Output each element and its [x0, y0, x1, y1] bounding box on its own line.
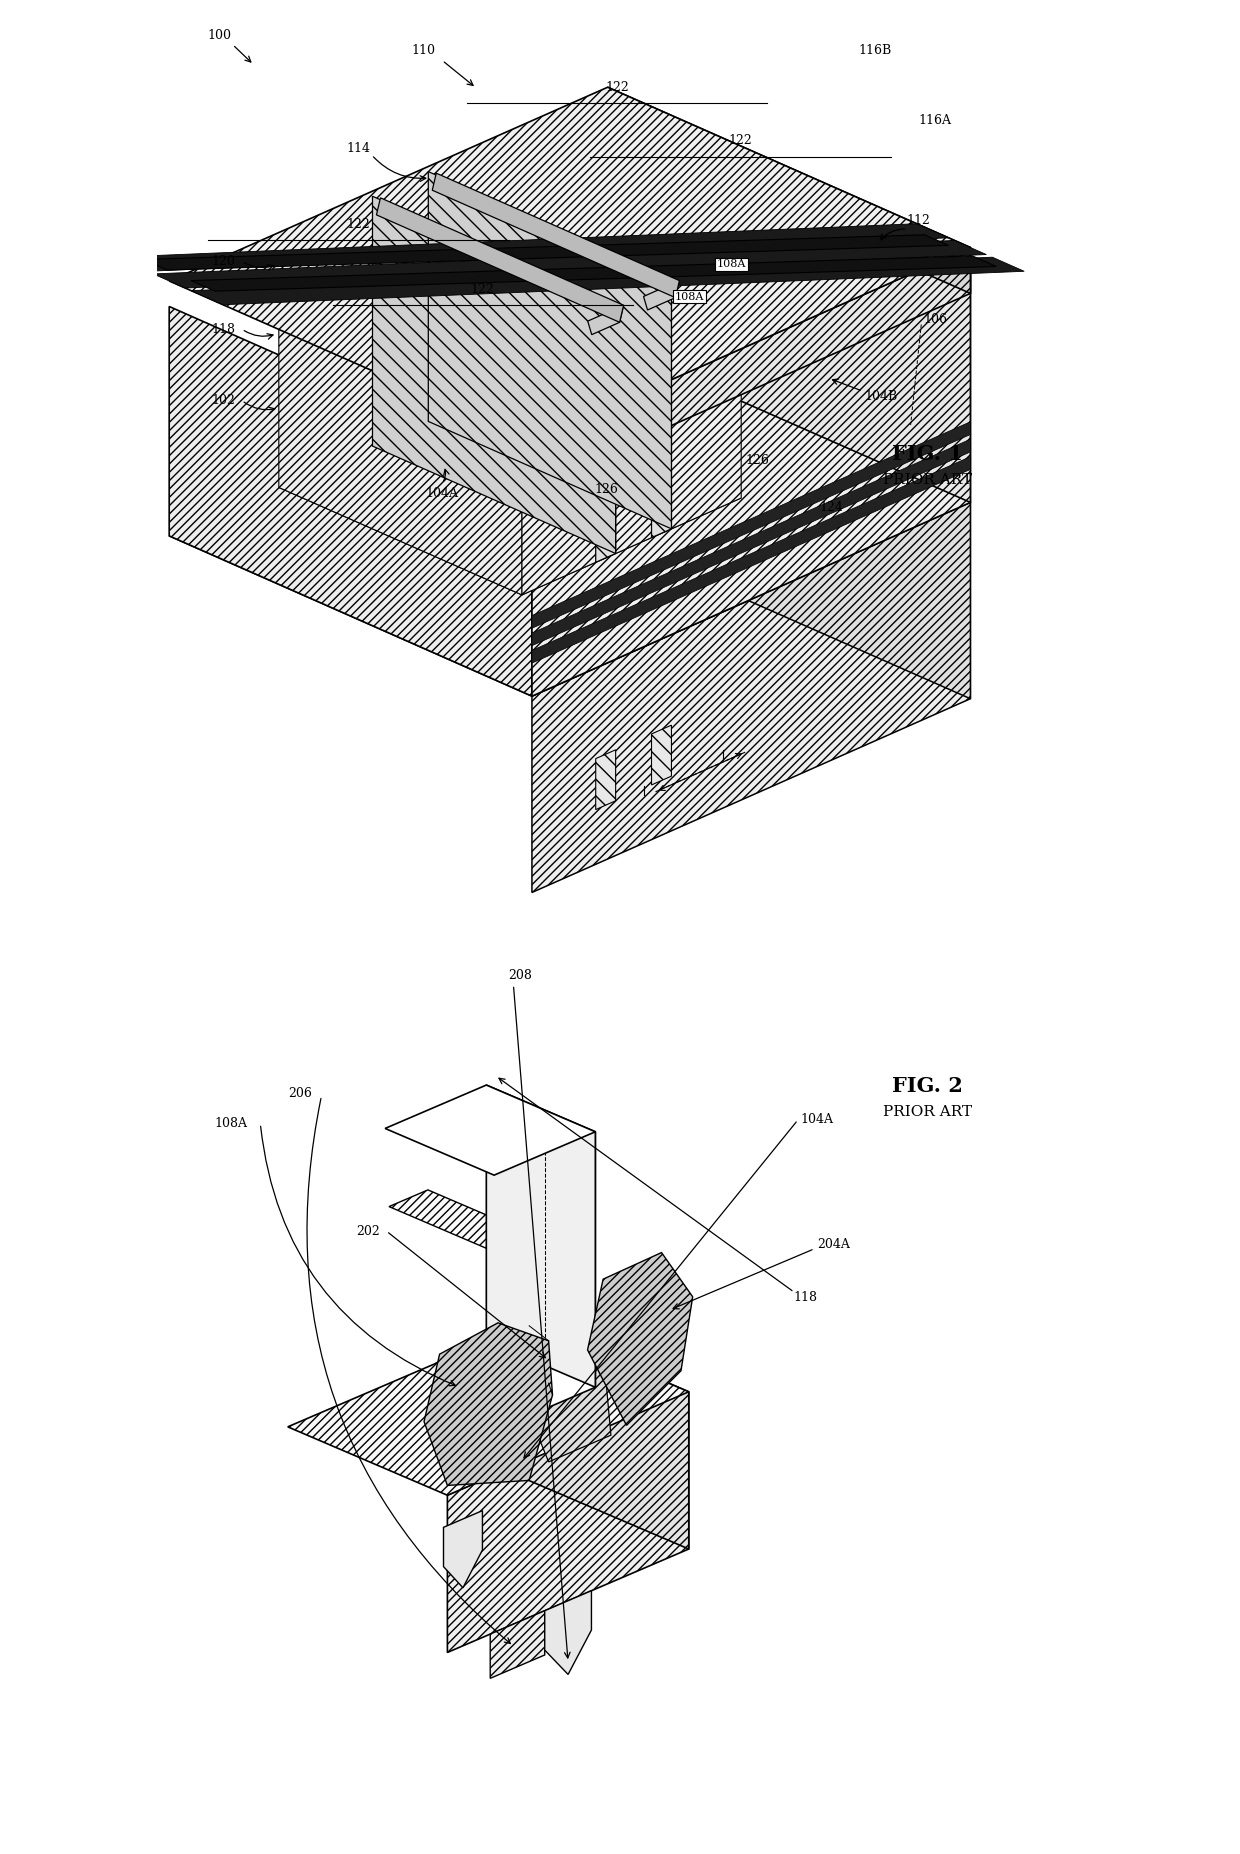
Text: 118: 118	[211, 323, 236, 336]
Text: 202: 202	[356, 1224, 379, 1238]
Polygon shape	[548, 1259, 588, 1452]
Text: 106: 106	[923, 313, 947, 326]
Text: 120: 120	[211, 254, 236, 269]
Polygon shape	[486, 1085, 595, 1387]
Text: 100: 100	[207, 28, 232, 43]
Polygon shape	[521, 1277, 611, 1461]
Polygon shape	[389, 1190, 588, 1276]
Text: 122: 122	[605, 80, 629, 95]
Polygon shape	[288, 1324, 688, 1494]
Polygon shape	[191, 256, 996, 291]
Polygon shape	[529, 1324, 688, 1550]
Polygon shape	[169, 87, 971, 441]
Text: 126: 126	[594, 482, 618, 497]
Polygon shape	[372, 197, 615, 554]
Polygon shape	[532, 421, 971, 629]
Text: FIG. 1: FIG. 1	[893, 445, 963, 464]
Text: PRIOR ART: PRIOR ART	[883, 473, 972, 488]
Text: 126: 126	[745, 454, 769, 467]
Polygon shape	[532, 439, 971, 645]
Text: 110: 110	[412, 44, 435, 57]
Text: 108A: 108A	[215, 1116, 247, 1131]
Polygon shape	[428, 172, 671, 528]
Polygon shape	[169, 306, 532, 697]
Polygon shape	[448, 1392, 688, 1652]
Polygon shape	[544, 1591, 591, 1674]
Polygon shape	[169, 343, 971, 697]
Polygon shape	[595, 749, 615, 810]
Polygon shape	[532, 248, 971, 488]
Polygon shape	[279, 258, 522, 595]
Polygon shape	[494, 1131, 595, 1431]
Text: 116A: 116A	[919, 113, 951, 128]
Polygon shape	[433, 172, 680, 298]
Polygon shape	[608, 87, 971, 293]
Text: 112: 112	[906, 213, 930, 228]
Text: 206: 206	[288, 1086, 312, 1101]
Polygon shape	[588, 306, 624, 334]
Polygon shape	[522, 269, 742, 595]
Text: FIG. 2: FIG. 2	[893, 1077, 963, 1096]
Text: 108A: 108A	[717, 260, 746, 269]
Polygon shape	[644, 280, 680, 310]
Text: 122: 122	[729, 133, 753, 148]
Text: 104A: 104A	[800, 1112, 833, 1127]
Text: 108A: 108A	[675, 291, 704, 302]
Polygon shape	[651, 280, 671, 538]
Text: 204A: 204A	[817, 1237, 849, 1251]
Polygon shape	[191, 258, 1024, 304]
Text: 104B: 104B	[864, 389, 898, 404]
Polygon shape	[115, 224, 949, 271]
Polygon shape	[386, 1085, 595, 1175]
Text: 116B: 116B	[858, 44, 892, 57]
Polygon shape	[490, 1611, 544, 1678]
Polygon shape	[377, 198, 624, 323]
Text: 104A: 104A	[425, 486, 459, 501]
Text: 118: 118	[794, 1290, 817, 1305]
Polygon shape	[532, 456, 971, 664]
Polygon shape	[651, 725, 671, 784]
Polygon shape	[444, 1511, 482, 1587]
Polygon shape	[279, 391, 742, 595]
Polygon shape	[588, 1253, 693, 1426]
Polygon shape	[595, 304, 615, 562]
Polygon shape	[608, 113, 971, 502]
Text: PRIOR ART: PRIOR ART	[883, 1105, 972, 1120]
Polygon shape	[154, 241, 986, 287]
Polygon shape	[424, 1324, 553, 1485]
Text: 114: 114	[347, 141, 371, 156]
Text: 102: 102	[211, 393, 236, 408]
Polygon shape	[144, 235, 949, 271]
Polygon shape	[532, 502, 971, 892]
Polygon shape	[608, 343, 971, 699]
Text: 208: 208	[508, 968, 532, 983]
Polygon shape	[532, 273, 971, 697]
Text: 124: 124	[820, 501, 843, 515]
Text: 122: 122	[471, 282, 495, 297]
Text: 122: 122	[347, 217, 371, 232]
